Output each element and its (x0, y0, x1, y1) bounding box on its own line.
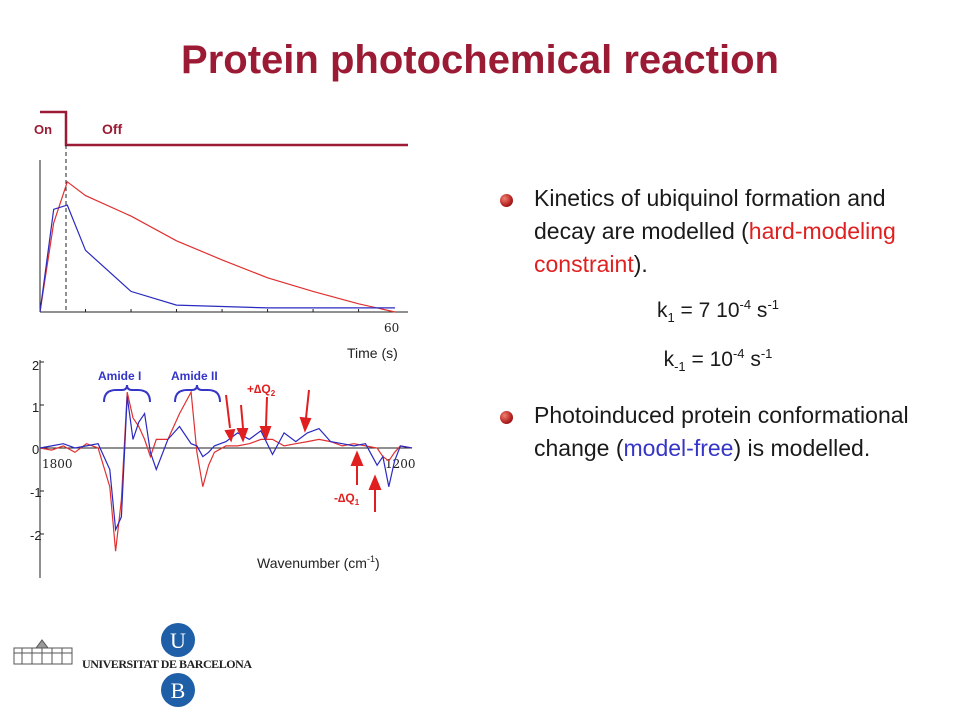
bullet-kinetics-text: Kinetics of ubiquinol formation and deca… (534, 185, 886, 244)
bullet-conformation: Photoinduced protein conformational chan… (498, 399, 938, 465)
spectrum-x-label: Wavenumber (cm-1) (257, 554, 380, 571)
kinetics-x-tick-60: 60 (384, 321, 399, 335)
spectrum-x-tick-1800: 1800 (42, 457, 73, 471)
on-label: On (34, 122, 52, 137)
hard-modeling-highlight: hard-modeling constraint (534, 218, 896, 277)
bullet-dot-icon (500, 194, 513, 207)
bullet-conformation-end: ) is modelled. (733, 435, 871, 462)
amide-ii-brace (174, 384, 221, 403)
spectrum-model-curve (39, 390, 413, 552)
bullet-list: Kinetics of ubiquinol formation and deca… (498, 182, 938, 465)
kinetics-model-curve (39, 180, 396, 313)
amide-i-brace (103, 384, 151, 403)
spectrum-y-tick-2: 2 (32, 358, 39, 373)
minus-dq1-label: -∆Q1 (334, 491, 360, 507)
spectrum-y-tick-0: 0 (32, 442, 39, 457)
bullet-conformation-text: Photoinduced protein conformational chan… (534, 402, 909, 462)
logo-b-circle (161, 673, 195, 707)
minus-dq1-arrows (350, 450, 382, 512)
kinetics-data-curve (39, 204, 395, 313)
amide-ii-label: Amide II (171, 369, 218, 383)
off-label: Off (102, 121, 123, 137)
bullet-kinetics-end: ). (633, 251, 648, 277)
bullet-kinetics: Kinetics of ubiquinol formation and deca… (498, 182, 938, 281)
spectrum-y-tick-neg2: -2 (30, 528, 42, 543)
logo-letter-b: B (171, 678, 186, 703)
rate-constant-k1: k1 = 7 10-4 s-1 (656, 297, 779, 326)
spectrum-y-tick-1: 1 (32, 400, 39, 415)
spectrum-y-tick-neg1: -1 (30, 485, 42, 500)
plus-dq2-arrows (224, 389, 312, 443)
amide-i-label: Amide I (98, 369, 141, 383)
bullet-dot-icon (500, 411, 513, 425)
logo-letter-u: U (170, 628, 186, 653)
plus-dq2-label: +∆Q2 (247, 382, 276, 398)
kinetics-x-label: Time (s) (347, 345, 398, 361)
university-logo: U UNIVERSITAT DE BARCELONA B (13, 623, 252, 707)
building-icon (13, 639, 73, 665)
logo-text: UNIVERSITAT DE BARCELONA (82, 657, 252, 671)
model-free-highlight: model-free (623, 435, 734, 462)
logo-u-circle (161, 623, 195, 657)
rate-constant-k-minus1: k-1 = 10-4 s-1 (663, 346, 773, 375)
spectrum-data-curve (39, 396, 413, 533)
on-off-pulse (40, 110, 408, 147)
slide-title: Protein photochemical reaction (181, 38, 779, 82)
kinetics-x-ticks (85, 309, 360, 312)
